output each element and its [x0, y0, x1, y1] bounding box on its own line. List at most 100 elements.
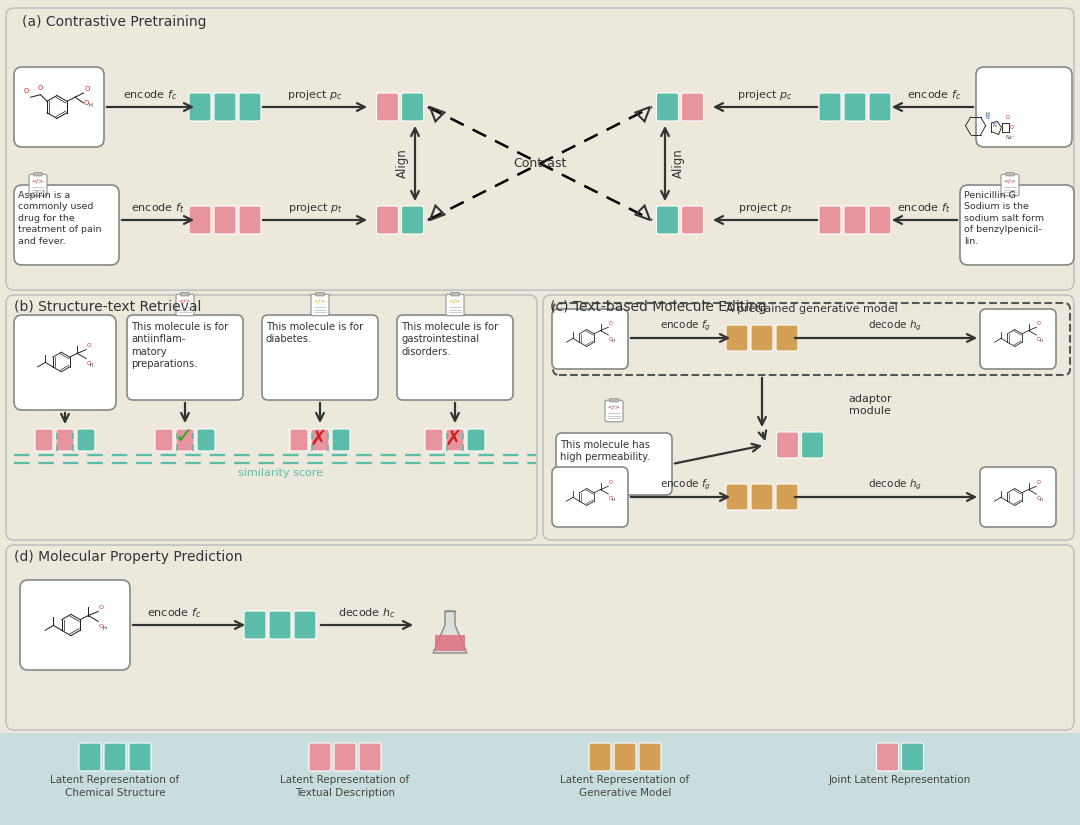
Text: Joint Latent Representation: Joint Latent Representation [828, 775, 971, 785]
FancyBboxPatch shape [589, 743, 611, 771]
Text: O: O [98, 624, 104, 629]
Text: ✗: ✗ [310, 429, 327, 449]
FancyBboxPatch shape [777, 484, 798, 510]
FancyBboxPatch shape [14, 67, 104, 147]
FancyBboxPatch shape [14, 315, 116, 410]
Text: H: H [1040, 339, 1042, 343]
Text: O: O [86, 361, 91, 365]
Text: </>: </> [1003, 179, 1016, 184]
FancyBboxPatch shape [751, 484, 773, 510]
Text: encode $f_c$: encode $f_c$ [147, 606, 201, 620]
Text: O: O [609, 321, 612, 326]
FancyBboxPatch shape [189, 206, 211, 234]
FancyBboxPatch shape [450, 292, 459, 296]
FancyBboxPatch shape [311, 429, 329, 451]
Text: encode $f_t$: encode $f_t$ [132, 201, 185, 214]
Text: O⁻: O⁻ [1010, 125, 1016, 130]
Text: O: O [85, 87, 91, 92]
Text: project $p_c$: project $p_c$ [287, 88, 342, 102]
FancyBboxPatch shape [214, 206, 237, 234]
Text: decode $h_g$: decode $h_g$ [868, 318, 922, 333]
FancyBboxPatch shape [6, 545, 1074, 730]
FancyBboxPatch shape [6, 8, 1074, 290]
Text: Aspirin is a
commonly used
drug for the
treatment of pain
and fever.: Aspirin is a commonly used drug for the … [18, 191, 102, 246]
FancyBboxPatch shape [315, 292, 324, 296]
FancyBboxPatch shape [291, 429, 308, 451]
FancyBboxPatch shape [239, 93, 261, 121]
Text: O: O [1037, 321, 1041, 326]
Text: O: O [1037, 496, 1040, 501]
FancyBboxPatch shape [819, 93, 841, 121]
Text: decode $h_c$: decode $h_c$ [338, 606, 395, 620]
FancyBboxPatch shape [556, 433, 672, 495]
Text: Align: Align [395, 148, 408, 178]
FancyBboxPatch shape [902, 743, 923, 771]
Text: O: O [1005, 115, 1010, 120]
Text: (d) Molecular Property Prediction: (d) Molecular Property Prediction [14, 550, 243, 564]
FancyBboxPatch shape [657, 93, 678, 121]
Text: O: O [83, 101, 89, 106]
FancyBboxPatch shape [35, 429, 53, 451]
Text: H: H [90, 363, 94, 368]
FancyBboxPatch shape [777, 325, 798, 351]
Text: similarity score: similarity score [238, 468, 323, 478]
Text: H: H [103, 626, 106, 631]
FancyBboxPatch shape [543, 295, 1074, 540]
FancyBboxPatch shape [726, 325, 748, 351]
FancyBboxPatch shape [156, 429, 173, 451]
Text: O: O [608, 337, 612, 342]
Text: ✓: ✓ [175, 427, 193, 447]
Text: </>: </> [178, 299, 191, 304]
Text: </>: </> [31, 179, 44, 184]
Text: project $p_c$: project $p_c$ [738, 88, 793, 102]
Text: (b) Structure-text Retrieval: (b) Structure-text Retrieval [14, 300, 201, 314]
FancyBboxPatch shape [129, 743, 151, 771]
Text: This molecule is for
diabetes.: This molecule is for diabetes. [266, 322, 363, 344]
FancyBboxPatch shape [332, 429, 350, 451]
FancyBboxPatch shape [21, 580, 130, 670]
Text: H: H [985, 111, 989, 116]
Text: Penicillin G
Sodium is the
sodium salt form
of benzylpenicil-
lin.: Penicillin G Sodium is the sodium salt f… [964, 191, 1044, 246]
Text: ✗: ✗ [445, 429, 462, 449]
FancyBboxPatch shape [311, 295, 329, 316]
Text: This molecule has
high permeability.: This molecule has high permeability. [561, 440, 650, 462]
Text: Latent Representation of
Generative Model: Latent Representation of Generative Mode… [561, 775, 690, 799]
Text: Contrast: Contrast [513, 157, 567, 170]
FancyBboxPatch shape [819, 206, 841, 234]
FancyBboxPatch shape [605, 400, 623, 422]
Text: Align: Align [672, 148, 685, 178]
FancyBboxPatch shape [79, 743, 102, 771]
Text: O: O [1037, 337, 1040, 342]
Bar [0, 733, 1080, 825]
FancyBboxPatch shape [657, 206, 678, 234]
Text: encode $f_t$: encode $f_t$ [897, 201, 950, 214]
FancyBboxPatch shape [244, 611, 266, 639]
FancyBboxPatch shape [801, 432, 824, 458]
FancyBboxPatch shape [976, 67, 1072, 147]
FancyBboxPatch shape [446, 295, 464, 316]
FancyBboxPatch shape [309, 743, 330, 771]
FancyBboxPatch shape [269, 611, 291, 639]
FancyBboxPatch shape [56, 429, 75, 451]
FancyBboxPatch shape [189, 93, 211, 121]
FancyBboxPatch shape [402, 93, 423, 121]
FancyBboxPatch shape [359, 743, 381, 771]
FancyBboxPatch shape [960, 185, 1074, 265]
Text: encode $f_g$: encode $f_g$ [660, 318, 712, 333]
FancyBboxPatch shape [639, 743, 661, 771]
Text: project $p_t$: project $p_t$ [738, 201, 793, 215]
FancyBboxPatch shape [777, 432, 798, 458]
FancyBboxPatch shape [29, 174, 48, 196]
Text: project $p_t$: project $p_t$ [287, 201, 342, 215]
FancyBboxPatch shape [467, 429, 485, 451]
FancyBboxPatch shape [239, 206, 261, 234]
Text: A pretrained generative model: A pretrained generative model [726, 304, 897, 314]
Text: (a) Contrastive Pretraining: (a) Contrastive Pretraining [22, 15, 206, 29]
FancyBboxPatch shape [877, 743, 899, 771]
FancyBboxPatch shape [197, 429, 215, 451]
Text: </>: </> [608, 405, 620, 410]
FancyBboxPatch shape [980, 309, 1056, 369]
Text: O: O [99, 605, 104, 610]
Text: </>: </> [448, 299, 461, 304]
FancyBboxPatch shape [552, 467, 627, 527]
